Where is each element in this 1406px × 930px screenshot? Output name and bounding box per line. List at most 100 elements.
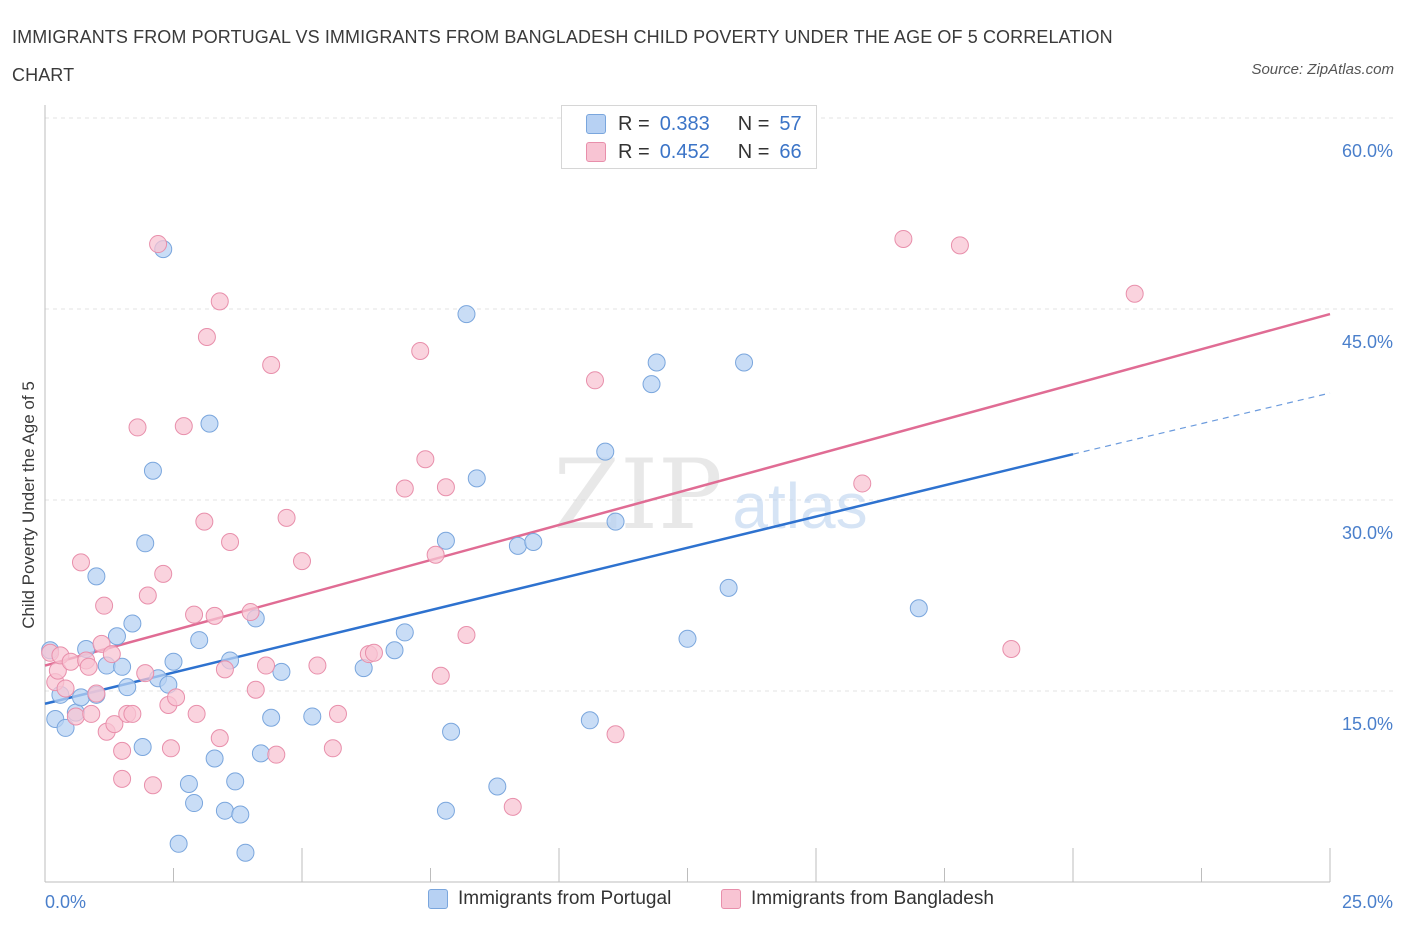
point-bangladesh <box>185 605 204 624</box>
point-bangladesh <box>138 586 157 605</box>
point-bangladesh <box>79 657 98 676</box>
point-bangladesh <box>431 666 450 685</box>
point-bangladesh <box>395 479 414 498</box>
point-bangladesh <box>323 739 342 758</box>
chart-title: IMMIGRANTS FROM PORTUGAL VS IMMIGRANTS F… <box>12 27 1113 85</box>
point-portugal <box>524 533 543 552</box>
point-portugal <box>436 801 455 820</box>
point-bangladesh <box>457 625 476 644</box>
point-portugal <box>205 749 224 768</box>
source-label: Source: ZipAtlas.com <box>1251 61 1394 78</box>
point-bangladesh <box>210 292 229 311</box>
point-portugal <box>457 305 476 324</box>
point-bangladesh <box>87 684 106 703</box>
series-label-bangladesh: Immigrants from Bangladesh <box>751 888 994 909</box>
watermark-atlas: atlas <box>732 470 867 542</box>
point-bangladesh <box>195 512 214 531</box>
trendline-bangladesh <box>44 312 1331 667</box>
point-bangladesh <box>66 707 85 726</box>
point-bangladesh <box>308 656 327 675</box>
point-portugal <box>303 707 322 726</box>
point-portugal <box>107 627 126 646</box>
point-bangladesh <box>293 552 311 571</box>
point-portugal <box>215 801 234 820</box>
series-legend-bangladesh: Immigrants from Bangladesh <box>721 888 994 910</box>
point-bangladesh <box>113 741 132 760</box>
trendline-portugal <box>44 452 1074 705</box>
point-portugal <box>118 678 137 697</box>
point-bangladesh <box>215 660 234 679</box>
point-portugal <box>185 794 204 813</box>
point-portugal <box>56 718 75 737</box>
legend-r-label: R = <box>618 112 650 135</box>
point-portugal <box>596 442 615 461</box>
legend-row-portugal: R = 0.383 N = 57 <box>586 111 802 137</box>
point-bangladesh <box>187 704 206 723</box>
point-portugal <box>647 353 666 372</box>
point-portugal <box>606 512 625 531</box>
point-portugal <box>164 652 183 671</box>
point-bangladesh <box>143 776 162 795</box>
point-bangladesh <box>257 656 276 675</box>
point-bangladesh <box>426 545 445 564</box>
y-tick-label: 30.0% <box>1342 523 1393 543</box>
point-bangladesh <box>503 797 522 816</box>
point-bangladesh <box>267 745 286 764</box>
point-bangladesh <box>950 236 969 255</box>
point-bangladesh <box>123 704 142 723</box>
legend-r-label: R = <box>618 140 650 163</box>
legend-swatch-portugal <box>586 114 606 134</box>
series-swatch-portugal <box>428 889 448 909</box>
point-bangladesh <box>246 680 265 699</box>
series-swatch-bangladesh <box>721 889 741 909</box>
point-bangladesh <box>606 725 625 744</box>
point-portugal <box>200 414 219 433</box>
point-portugal <box>143 461 162 480</box>
y-tick-label: 60.0% <box>1342 141 1393 161</box>
point-bangladesh <box>102 645 121 664</box>
point-portugal <box>436 531 455 550</box>
y-tick-label: 15.0% <box>1342 714 1393 734</box>
point-bangladesh <box>113 769 132 788</box>
point-bangladesh <box>241 603 260 622</box>
point-portugal <box>236 843 255 862</box>
point-bangladesh <box>210 729 229 748</box>
y-tick-label: 45.0% <box>1342 332 1393 352</box>
point-portugal <box>231 805 250 824</box>
legend-r-value: 0.452 <box>659 140 710 163</box>
point-portugal <box>395 623 414 642</box>
point-portugal <box>467 469 486 488</box>
point-bangladesh <box>1125 284 1144 303</box>
point-bangladesh <box>277 508 296 527</box>
point-portugal <box>272 662 291 681</box>
point-portugal <box>113 657 132 676</box>
point-portugal <box>719 578 738 597</box>
point-portugal <box>385 641 404 660</box>
trendline-portugal-extension <box>1072 392 1331 455</box>
point-bangladesh <box>128 418 147 437</box>
point-portugal <box>262 708 281 727</box>
point-bangladesh <box>205 606 224 625</box>
point-portugal <box>123 614 142 633</box>
point-bangladesh <box>149 235 168 254</box>
point-portugal <box>442 722 461 741</box>
point-bangladesh <box>56 679 75 698</box>
point-portugal <box>580 711 599 730</box>
point-bangladesh <box>1002 639 1021 658</box>
y-axis-label: Child Poverty Under the Age of 5 <box>19 381 38 629</box>
point-bangladesh <box>61 652 80 671</box>
correlation-legend: R = 0.383 N = 57 R = 0.452 N = 66 <box>561 105 817 169</box>
point-bangladesh <box>71 553 90 572</box>
series-legend-portugal: Immigrants from Portugal <box>428 888 671 910</box>
point-bangladesh <box>82 704 101 723</box>
x-tick-label: 0.0% <box>45 892 86 912</box>
series-label-portugal: Immigrants from Portugal <box>458 888 672 909</box>
point-portugal <box>136 534 155 553</box>
point-portugal <box>678 629 697 648</box>
legend-n-label: N = <box>737 112 770 135</box>
point-bangladesh <box>328 704 347 723</box>
point-bangladesh <box>105 715 124 734</box>
point-portugal <box>735 353 754 372</box>
point-portugal <box>133 738 152 757</box>
